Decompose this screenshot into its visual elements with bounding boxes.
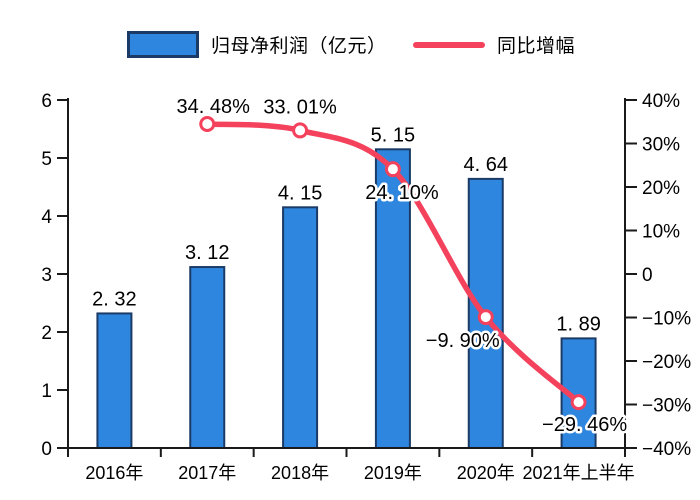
y-right-tick-label: −30%: [642, 396, 691, 417]
y-left-tick-label: 6: [41, 91, 52, 112]
y-right-tick-label: 30%: [642, 135, 680, 156]
bar-value-label: 4. 15: [278, 182, 322, 204]
y-right-tick-label: −20%: [642, 352, 691, 373]
x-axis-label: 2021年上半年: [523, 463, 635, 483]
y-left-tick-label: 4: [41, 207, 52, 228]
line-value-label: −9. 90%: [426, 330, 500, 352]
y-left-tick-label: 0: [41, 439, 52, 460]
bar-value-label: 3. 12: [185, 242, 229, 264]
bar: [96, 312, 133, 449]
line-point: [384, 161, 401, 178]
line-point: [570, 394, 587, 411]
growth-line: [204, 121, 582, 405]
line-value-label: −29. 46%: [542, 414, 627, 436]
y-right-tick-label: 40%: [642, 91, 680, 112]
line-legend-swatch-icon: [413, 41, 485, 48]
x-axis-label: 2018年: [271, 463, 329, 483]
y-right-tick-label: 0: [642, 265, 653, 286]
y-right-tick-label: −10%: [642, 309, 691, 330]
legend-item-bar: 归母净利润（亿元）: [127, 31, 387, 58]
bar: [282, 206, 319, 449]
y-left-tick-label: 2: [41, 323, 52, 344]
y-left-tick-label: 5: [41, 149, 52, 170]
bar-value-label: 5. 15: [371, 124, 415, 146]
x-axis-label: 2017年: [178, 463, 236, 483]
line-value-label: 24. 10%: [365, 182, 439, 204]
y-right-tick-label: 10%: [642, 222, 680, 243]
bar-value-label: 4. 64: [464, 154, 508, 176]
y-right-tick-label: 20%: [642, 178, 680, 199]
bar: [189, 266, 226, 450]
line-point: [477, 309, 494, 326]
line-legend-label: 同比增幅: [497, 36, 576, 57]
x-axis-label: 2019年: [364, 463, 422, 483]
bar-value-label: 1. 89: [556, 313, 600, 335]
y-left-tick-label: 1: [41, 381, 52, 402]
y-left-tick-label: 3: [41, 265, 52, 286]
legend-item-line: 同比增幅: [413, 31, 575, 58]
line-value-label: 34. 48%: [177, 96, 251, 118]
line-point: [292, 122, 309, 139]
bar-legend-swatch-icon: [127, 31, 199, 58]
line-value-label: 33. 01%: [263, 96, 337, 118]
line-point: [199, 116, 216, 133]
bar-legend-label: 归母净利润（亿元）: [211, 36, 387, 57]
bar: [374, 148, 411, 450]
x-axis-label: 2016年: [85, 463, 143, 483]
y-right-tick-label: −40%: [642, 439, 691, 460]
bar-value-label: 2. 32: [92, 288, 136, 310]
x-axis-label: 2020年: [457, 463, 515, 483]
